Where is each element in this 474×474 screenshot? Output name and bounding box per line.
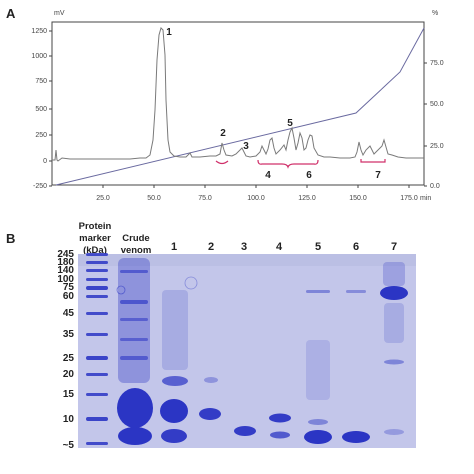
- x-axis: 25.0 50.0 75.0 100.0 125.0 150.0 175.0: [96, 195, 418, 202]
- x-tick-label: 75.0: [198, 195, 212, 202]
- x-tick-label: 100.0: [247, 195, 265, 202]
- marker-lane: [86, 253, 108, 445]
- marker-band: [86, 278, 108, 281]
- right-tick-label: 25.0: [430, 143, 444, 150]
- marker-band: [86, 417, 108, 421]
- marker-band: [86, 373, 108, 376]
- crude-title-line-1: Crude: [122, 233, 149, 244]
- marker-title-line-3: (kDa): [83, 245, 107, 256]
- marker-band: [86, 393, 108, 396]
- x-tick-label: 125.0: [298, 195, 316, 202]
- lane-2: [199, 377, 221, 420]
- lane-3: [234, 426, 256, 436]
- panel-a-label: A: [6, 6, 16, 21]
- gradient-line: [55, 27, 425, 186]
- x-tick-label: 50.0: [147, 195, 161, 202]
- marker-band: [86, 286, 108, 290]
- left-tick-label: 0: [43, 158, 47, 165]
- left-tick-label: 1000: [31, 53, 47, 60]
- right-tick-label: 0.0: [430, 183, 440, 190]
- panel-b-gel: B Protein marker (kDa) Crude venom 1 2 3…: [6, 221, 416, 451]
- x-tick-label: 175.0: [400, 195, 418, 202]
- lane-7: [380, 262, 408, 435]
- marker-band: [86, 261, 108, 264]
- left-tick-label: -250: [33, 183, 47, 190]
- peak-label-3: 3: [243, 141, 249, 152]
- lane-label-7: 7: [391, 241, 397, 253]
- plot-frame: [51, 21, 425, 186]
- crude-venom-lane: [116, 258, 153, 445]
- crude-band-large: [117, 388, 153, 428]
- mw-label-180: 180: [57, 257, 74, 268]
- left-axis: 1250 1000 750 500 250 0 -250: [31, 28, 47, 190]
- right-tick-label: 50.0: [430, 101, 444, 108]
- crude-band-small: [118, 427, 152, 445]
- lane-1: [160, 276, 198, 443]
- mw-label-60: 60: [63, 291, 75, 302]
- marker-band: [86, 442, 108, 445]
- marker-band: [86, 253, 108, 256]
- peak-label-2: 2: [220, 128, 226, 139]
- mw-label-140: 140: [57, 265, 74, 276]
- crude-title-line-2: venom: [121, 245, 152, 256]
- lane-5: [304, 290, 332, 444]
- peak-label-5: 5: [287, 118, 293, 129]
- right-tick-label: 75.0: [430, 60, 444, 67]
- lane-label-2: 2: [208, 241, 214, 253]
- mw-label-25: 25: [63, 353, 75, 364]
- mw-label-45: 45: [63, 308, 75, 319]
- right-unit-label: %: [432, 10, 438, 17]
- left-tick-label: 500: [35, 106, 47, 113]
- fraction-bracket-4-6: [257, 159, 319, 169]
- lane-label-4: 4: [276, 241, 283, 253]
- peak-label-4: 4: [265, 170, 271, 181]
- panel-a-chromatogram: A mV % min 1250 1000 750 500 250 0 -250 …: [6, 6, 444, 202]
- peak-label-1: 1: [166, 27, 172, 38]
- x-unit-label: min: [420, 195, 431, 202]
- lane-label-5: 5: [315, 241, 321, 253]
- lane-label-6: 6: [353, 241, 359, 253]
- marker-band: [86, 295, 108, 298]
- left-tick-label: 250: [35, 132, 47, 139]
- right-axis: 75.0 50.0 25.0 0.0: [430, 60, 444, 190]
- x-tick-label: 150.0: [349, 195, 367, 202]
- mw-label-20: 20: [63, 369, 75, 380]
- marker-band: [86, 269, 108, 272]
- mw-label-10: 10: [63, 414, 75, 425]
- marker-title-line-1: Protein: [79, 221, 112, 232]
- mw-label-100: 100: [57, 274, 74, 285]
- lane-label-1: 1: [171, 241, 177, 253]
- marker-band: [86, 333, 108, 336]
- lane-4: [269, 413, 291, 439]
- mw-label-5: ~5: [63, 440, 75, 451]
- peak-label-6: 6: [306, 170, 312, 181]
- fraction-bracket-2: [215, 160, 229, 165]
- mw-label-15: 15: [63, 389, 75, 400]
- left-tick-label: 1250: [31, 28, 47, 35]
- panel-b-label: B: [6, 231, 15, 246]
- chromatogram-trace: [52, 27, 424, 162]
- mw-label-245: 245: [57, 249, 74, 260]
- fraction-brackets: [215, 159, 386, 169]
- fraction-bracket-7: [360, 159, 386, 163]
- marker-band: [86, 312, 108, 315]
- marker-title-line-2: marker: [79, 233, 111, 244]
- x-tick-label: 25.0: [96, 195, 110, 202]
- marker-band: [86, 356, 108, 360]
- left-tick-label: 750: [35, 78, 47, 85]
- left-unit-label: mV: [54, 10, 65, 17]
- mw-label-35: 35: [63, 329, 75, 340]
- peak-label-7: 7: [375, 170, 381, 181]
- lane-label-3: 3: [241, 241, 247, 253]
- mw-label-75: 75: [63, 282, 75, 293]
- lane-6: [342, 290, 370, 443]
